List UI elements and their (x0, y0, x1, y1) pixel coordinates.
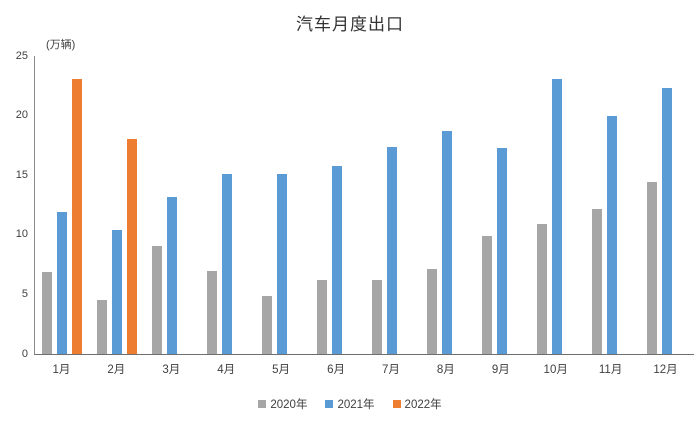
bar-2020年-6月 (317, 280, 328, 354)
x-axis-label-4月: 4月 (217, 364, 236, 376)
bar-2021年-10月 (551, 78, 562, 354)
bar-2020年-10月 (536, 224, 547, 354)
x-axis-label-1月: 1月 (52, 364, 71, 376)
bar-2021年-11月 (606, 115, 617, 354)
legend-label-2022: 2022年 (404, 399, 442, 411)
legend-item-2022: 2022年 (392, 396, 442, 412)
bar-2021年-7月 (386, 146, 397, 354)
x-axis-label-3月: 3月 (162, 364, 181, 376)
bar-2020年-3月 (152, 245, 163, 354)
y-axis-tick-10: 10 (15, 228, 28, 241)
y-axis-tick-20: 20 (15, 109, 28, 122)
bar-2021年-12月 (661, 88, 672, 354)
bar-2022年-1月 (72, 78, 83, 354)
bar-2020年-5月 (262, 295, 273, 354)
legend-marker-2020 (258, 400, 267, 408)
bar-2020年-1月 (42, 271, 53, 354)
y-axis-tick-0: 0 (21, 347, 28, 360)
x-axis-label-6月: 6月 (327, 364, 345, 376)
legend-label-2020: 2020年 (270, 399, 308, 411)
bar-2020年-12月 (646, 182, 657, 354)
bar-2021年-2月 (112, 230, 123, 354)
legend-label-2021: 2021年 (337, 399, 375, 411)
x-axis-label-11月: 11月 (598, 364, 623, 376)
bar-2022年-2月 (127, 139, 138, 354)
legend-item-2021: 2021年 (325, 396, 375, 412)
bar-2021年-5月 (277, 174, 288, 354)
x-axis-label-12月: 12月 (653, 364, 678, 376)
bar-2020年-9月 (481, 236, 492, 354)
x-axis-label-2月: 2月 (107, 364, 126, 376)
bar-2020年-4月 (207, 270, 218, 354)
bar-2020年-11月 (591, 208, 602, 354)
bar-2020年-2月 (97, 300, 108, 354)
legend-marker-2022 (392, 400, 401, 408)
chart-title: 汽车月度出口 (296, 15, 404, 35)
x-axis-label-5月: 5月 (272, 364, 291, 376)
x-axis-label-10月: 10月 (543, 364, 568, 376)
bar-2021年-3月 (167, 196, 178, 354)
legend-item-2020: 2020年 (258, 396, 307, 412)
bar-2020年-7月 (371, 280, 382, 354)
y-axis-tick-25: 25 (15, 49, 28, 62)
x-axis-label-9月: 9月 (491, 364, 510, 376)
bar-2021年-4月 (222, 174, 233, 354)
bar-2021年-1月 (57, 212, 68, 354)
y-axis-tick-5: 5 (21, 287, 28, 300)
x-axis-label-8月: 8月 (436, 364, 455, 376)
legend: 2020年 2021年 2022年 (0, 396, 700, 412)
bar-2021年-6月 (332, 165, 343, 354)
bar-2021年-9月 (496, 147, 507, 354)
y-axis-unit-label: (万辆) (46, 39, 76, 51)
legend-marker-2021 (325, 400, 334, 408)
y-axis-tick-15: 15 (15, 168, 28, 181)
bar-2020年-8月 (426, 269, 437, 354)
bar-2021年-8月 (441, 131, 452, 354)
x-axis-label-7月: 7月 (382, 364, 400, 376)
plot-area (34, 56, 694, 355)
